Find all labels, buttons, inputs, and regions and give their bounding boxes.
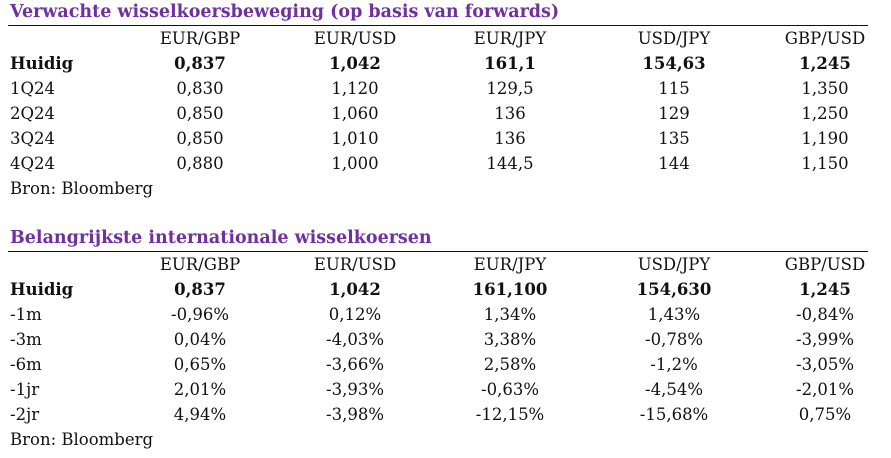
table-cell: 1,34% [483,305,537,324]
table-cell: 3,38% [483,330,537,349]
table-row: 1Q24 0,830 1,120 129,5 115 1,350 [0,76,891,101]
table-cell: 0,04% [173,330,227,349]
table-cell: 135 [658,129,690,148]
table-cell: 136 [494,104,526,123]
table-cell: 0,75% [798,405,852,424]
row-label: -3m [10,330,42,349]
table-cell: 144 [658,154,690,173]
row-label: -6m [10,355,42,374]
forecast-header-row: EUR/GBP EUR/USD EUR/JPY USD/JPY GBP/USD [0,26,891,51]
table-cell: 0,830 [176,79,224,98]
table-row: -1m -0,96% 0,12% 1,34% 1,43% -0,84% [0,302,891,327]
row-label: 1Q24 [10,79,56,98]
table-cell: 144,5 [486,154,534,173]
row-label: -2jr [10,405,40,424]
table-cell: 0,850 [176,104,224,123]
table-row: -6m 0,65% -3,66% 2,58% -1,2% -3,05% [0,352,891,377]
table-cell: -3,66% [326,355,384,374]
table-cell: 0,12% [328,305,382,324]
rates-col-header: EUR/GBP [159,255,241,274]
table-cell: -4,03% [326,330,384,349]
table-cell: -0,96% [171,305,229,324]
table-cell: 2,01% [173,380,227,399]
table-cell: 0,880 [176,154,224,173]
table-cell: 1,250 [801,104,849,123]
table-cell: -0,78% [645,330,703,349]
rates-col-header: EUR/USD [313,255,397,274]
table-row: 4Q24 0,880 1,000 144,5 144 1,150 [0,151,891,176]
rates-col-header: USD/JPY [637,255,711,274]
rates-header-row: EUR/GBP EUR/USD EUR/JPY USD/JPY GBP/USD [0,252,891,277]
table-cell: 161,100 [472,280,548,299]
table-cell: 115 [658,79,690,98]
table-cell: -4,54% [645,380,703,399]
forecast-source: Bron: Bloomberg [10,179,154,198]
forecast-col-header: GBP/USD [784,29,866,48]
table-cell: 154,630 [636,280,712,299]
table-cell: -1,2% [650,355,698,374]
table-cell: -0,84% [796,305,854,324]
forecast-row-current: Huidig 0,837 1,042 161,1 154,63 1,245 [0,51,891,76]
table-cell: 1,060 [331,104,379,123]
table-cell: 129,5 [486,79,534,98]
table-cell: 1,245 [799,54,851,73]
table-cell: 1,245 [799,280,851,299]
table-cell: 1,350 [801,79,849,98]
forecast-col-header: USD/JPY [637,29,711,48]
table-cell: 1,150 [801,154,849,173]
table-cell: 0,65% [173,355,227,374]
table-cell: -3,99% [796,330,854,349]
table-row: -2jr 4,94% -3,98% -12,15% -15,68% 0,75% [0,402,891,427]
rates-col-header: GBP/USD [784,255,866,274]
table-row: 3Q24 0,850 1,010 136 135 1,190 [0,126,891,151]
forecast-title-underline [8,25,868,26]
table-row: -3m 0,04% -4,03% 3,38% -0,78% -3,99% [0,327,891,352]
table-cell: 0,837 [174,54,226,73]
table-cell: 136 [494,129,526,148]
table-cell: -3,98% [326,405,384,424]
table-cell: -12,15% [475,405,545,424]
table-cell: 1,042 [329,54,381,73]
table-cell: 129 [658,104,690,123]
rates-title-underline [8,251,868,252]
table-cell: 1,120 [331,79,379,98]
table-cell: 1,190 [801,129,849,148]
rates-row-current: Huidig 0,837 1,042 161,100 154,630 1,245 [0,277,891,302]
table-cell: 1,000 [331,154,379,173]
table-cell: 1,010 [331,129,379,148]
table-cell: -3,05% [796,355,854,374]
table-cell: 0,837 [174,280,226,299]
table-cell: -15,68% [639,405,709,424]
table-row: -1jr 2,01% -3,93% -0,63% -4,54% -2,01% [0,377,891,402]
rates-title: Belangrijkste internationale wisselkoers… [10,228,432,248]
rates-source: Bron: Bloomberg [10,430,154,449]
row-label: 3Q24 [10,129,56,148]
table-cell: 161,1 [484,54,536,73]
table-cell: -3,93% [326,380,384,399]
row-label: Huidig [10,54,74,73]
forecast-col-header: EUR/USD [313,29,397,48]
table-cell: 154,63 [642,54,706,73]
row-label: -1m [10,305,42,324]
row-label: 2Q24 [10,104,56,123]
forecast-title: Verwachte wisselkoersbeweging (op basis … [10,2,560,22]
row-label: Huidig [10,280,74,299]
rates-col-header: EUR/JPY [473,255,547,274]
table-cell: -0,63% [481,380,539,399]
row-label: -1jr [10,380,40,399]
table-cell: 4,94% [173,405,227,424]
table-cell: 1,43% [647,305,701,324]
forecast-col-header: EUR/GBP [159,29,241,48]
table-cell: 2,58% [483,355,537,374]
table-row: 2Q24 0,850 1,060 136 129 1,250 [0,101,891,126]
forecast-col-header: EUR/JPY [473,29,547,48]
table-cell: 0,850 [176,129,224,148]
row-label: 4Q24 [10,154,56,173]
table-cell: 1,042 [329,280,381,299]
table-cell: -2,01% [796,380,854,399]
